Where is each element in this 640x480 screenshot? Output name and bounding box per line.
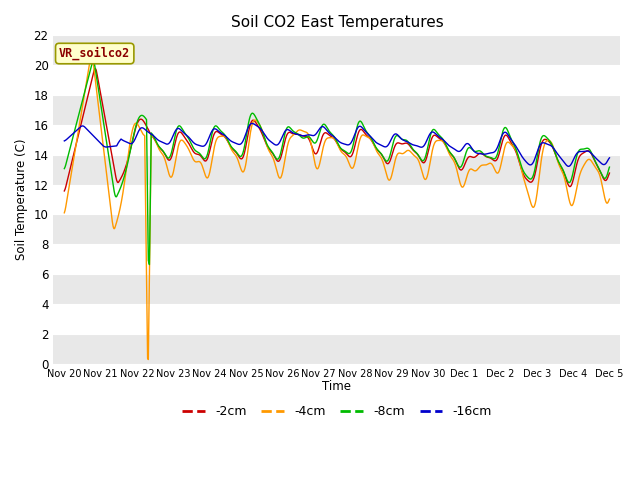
X-axis label: Time: Time (323, 380, 351, 393)
Bar (53, 36, 620, 65)
Legend: -2cm, -4cm, -8cm, -16cm: -2cm, -4cm, -8cm, -16cm (177, 400, 497, 423)
Text: VR_soilco2: VR_soilco2 (59, 47, 131, 60)
Bar (53, 334, 620, 364)
Bar (53, 274, 620, 304)
Bar (53, 155, 620, 185)
Bar (53, 215, 620, 244)
Bar (53, 95, 620, 125)
Y-axis label: Soil Temperature (C): Soil Temperature (C) (15, 139, 28, 260)
Title: Soil CO2 East Temperatures: Soil CO2 East Temperatures (230, 15, 444, 30)
